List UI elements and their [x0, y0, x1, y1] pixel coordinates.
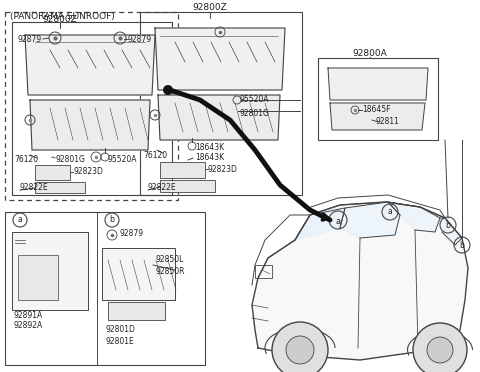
Circle shape: [286, 336, 314, 364]
Polygon shape: [340, 202, 400, 238]
Text: 92892A: 92892A: [14, 321, 43, 330]
Polygon shape: [388, 202, 440, 232]
Polygon shape: [295, 208, 345, 240]
Text: 92850L: 92850L: [155, 256, 183, 264]
Bar: [318, 58, 438, 140]
Text: 92800Z: 92800Z: [43, 16, 77, 25]
Polygon shape: [330, 103, 425, 130]
Text: (PANORAMA SUNROOF): (PANORAMA SUNROOF): [10, 13, 115, 22]
Bar: [5, 212, 205, 365]
Text: 92801E: 92801E: [105, 337, 134, 346]
Text: a: a: [388, 208, 392, 217]
Polygon shape: [328, 68, 428, 100]
Text: 92822E: 92822E: [20, 183, 48, 192]
Text: 92891A: 92891A: [14, 311, 43, 320]
Text: 92801D: 92801D: [105, 326, 135, 334]
Polygon shape: [25, 35, 155, 95]
Polygon shape: [440, 218, 462, 245]
Polygon shape: [30, 100, 150, 150]
Text: 95520A: 95520A: [107, 155, 136, 164]
Polygon shape: [158, 95, 280, 140]
Text: 18643K: 18643K: [195, 144, 224, 153]
Bar: [140, 12, 302, 195]
Bar: [35, 165, 70, 180]
Text: a: a: [18, 215, 23, 224]
Text: 18645F: 18645F: [362, 106, 391, 115]
Text: 92800A: 92800A: [353, 49, 387, 58]
Bar: [102, 248, 175, 300]
Text: a: a: [336, 217, 341, 225]
Circle shape: [163, 85, 173, 95]
Bar: [108, 302, 165, 320]
Bar: [255, 265, 272, 278]
Bar: [5, 12, 178, 200]
Text: b: b: [445, 221, 450, 230]
Text: 92801G: 92801G: [240, 109, 270, 118]
Text: 92800Z: 92800Z: [192, 3, 228, 13]
Circle shape: [272, 322, 328, 372]
Circle shape: [427, 337, 453, 363]
Text: 92879: 92879: [128, 35, 152, 44]
Text: 92879: 92879: [120, 228, 144, 237]
Bar: [12, 232, 88, 310]
Text: 92850R: 92850R: [155, 267, 184, 276]
Bar: [160, 162, 205, 178]
Text: 92801G: 92801G: [55, 155, 85, 164]
Text: b: b: [109, 215, 114, 224]
Text: 18643K: 18643K: [195, 154, 224, 163]
Text: 92823D: 92823D: [208, 164, 238, 173]
Text: 92823D: 92823D: [73, 167, 103, 176]
Text: 92822E: 92822E: [148, 183, 177, 192]
Text: 76120: 76120: [143, 151, 167, 160]
Text: 92879: 92879: [18, 35, 42, 44]
Circle shape: [413, 323, 467, 372]
Text: 92811: 92811: [375, 118, 399, 126]
Bar: [160, 180, 215, 192]
Text: b: b: [459, 241, 465, 250]
Polygon shape: [155, 28, 285, 90]
Polygon shape: [252, 202, 468, 360]
Text: 95520A: 95520A: [240, 96, 269, 105]
Bar: [35, 182, 85, 193]
Bar: [12, 22, 172, 195]
Text: 76120: 76120: [14, 155, 38, 164]
Bar: [18, 255, 58, 300]
